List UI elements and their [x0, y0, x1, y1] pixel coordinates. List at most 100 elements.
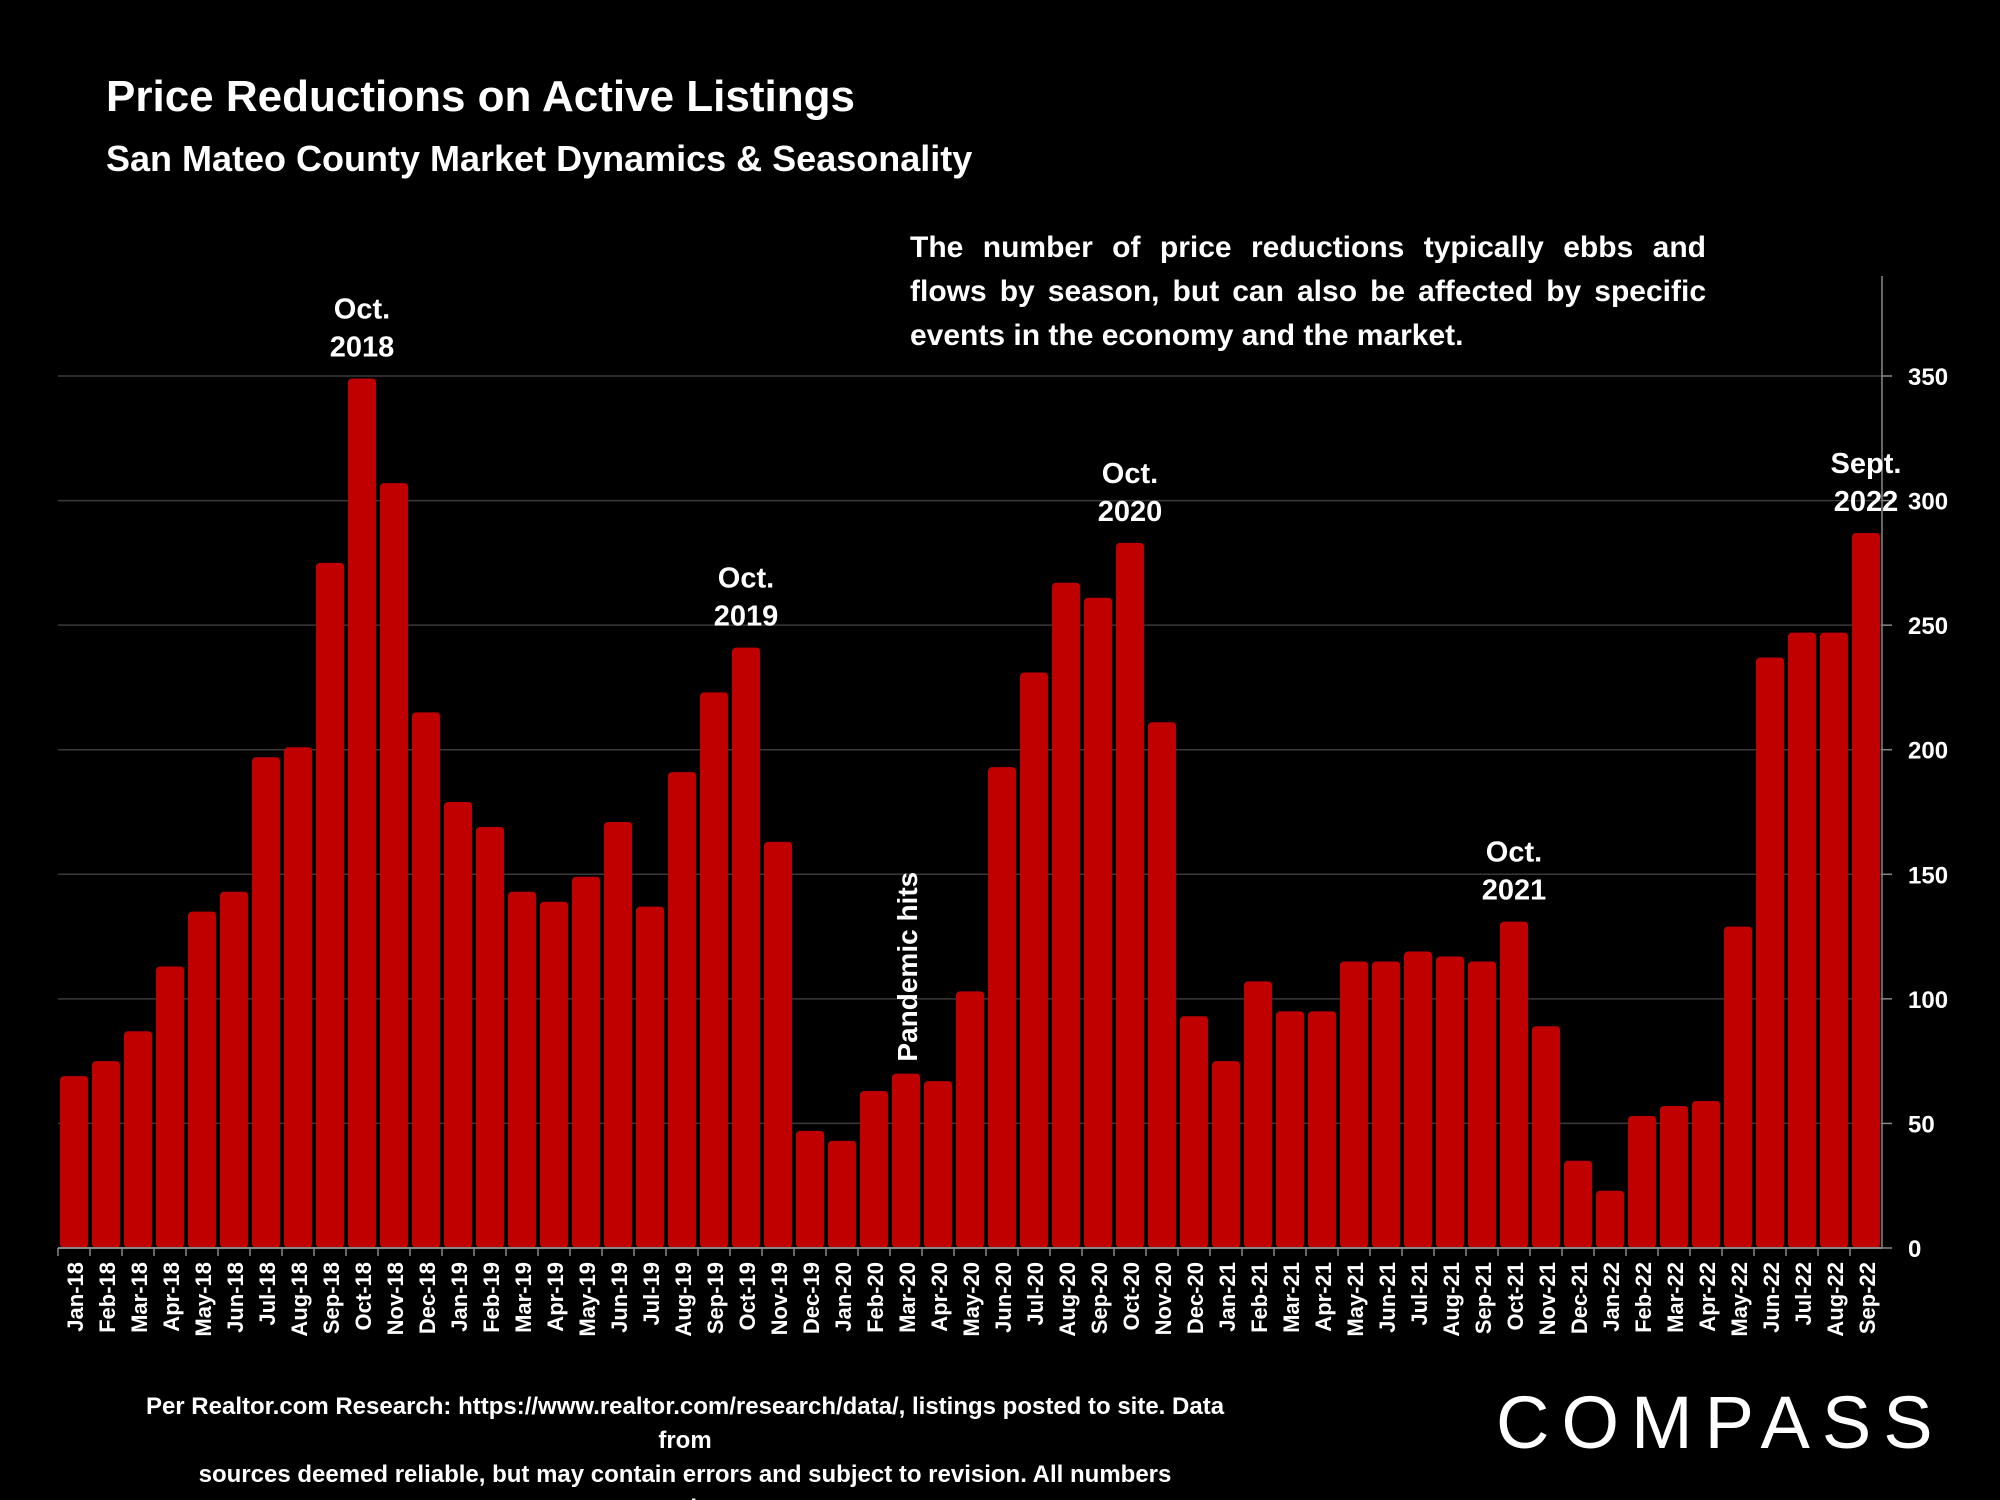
footnote-line-2: sources deemed reliable, but may contain… [198, 1461, 1172, 1500]
x-tick-label: Oct-20 [1119, 1262, 1144, 1330]
bar [1595, 1190, 1625, 1248]
bar [603, 821, 633, 1248]
x-tick-label: Apr-22 [1695, 1262, 1720, 1332]
peak-annotation: Oct. [718, 563, 774, 595]
x-tick-label: May-18 [191, 1262, 216, 1337]
bar [123, 1031, 153, 1248]
x-tick-label: Jun-20 [991, 1262, 1016, 1333]
bar [923, 1081, 953, 1248]
bar [315, 562, 345, 1248]
x-tick-label: May-19 [575, 1262, 600, 1337]
bar [731, 647, 761, 1248]
peak-annotation: Oct. [334, 293, 390, 325]
x-tick-label: Jan-22 [1599, 1262, 1624, 1332]
x-tick-label: Jul-22 [1791, 1262, 1816, 1326]
peak-annotation: Oct. [1102, 458, 1158, 490]
bar [1851, 532, 1881, 1248]
bar [1243, 981, 1273, 1248]
x-tick-label: Jan-20 [831, 1262, 856, 1332]
x-tick-label: Dec-20 [1183, 1262, 1208, 1334]
x-tick-label: Mar-18 [127, 1262, 152, 1333]
bar [1723, 926, 1753, 1248]
y-tick-label: 250 [1908, 613, 1948, 640]
bar [251, 757, 281, 1248]
y-tick-label: 50 [1908, 1111, 1935, 1138]
x-tick-label: Sep-22 [1855, 1262, 1880, 1334]
x-tick-label: Nov-21 [1535, 1262, 1560, 1335]
bar [1435, 956, 1465, 1248]
chart-title: Price Reductions on Active Listings [106, 72, 855, 121]
x-tick-label: Jan-18 [63, 1262, 88, 1332]
x-tick-label: Sep-18 [319, 1262, 344, 1334]
bar [539, 901, 569, 1248]
x-tick-label: Jul-19 [639, 1262, 664, 1326]
x-tick-label: Dec-21 [1567, 1262, 1592, 1334]
bar [1339, 961, 1369, 1248]
bar [379, 483, 409, 1248]
x-tick-label: Feb-21 [1247, 1262, 1272, 1333]
bar [1563, 1160, 1593, 1248]
bar [219, 891, 249, 1248]
bar [1083, 597, 1113, 1248]
x-tick-label: Aug-20 [1055, 1262, 1080, 1337]
bar [347, 378, 377, 1248]
bar [187, 911, 217, 1248]
x-tick-label: Aug-22 [1823, 1262, 1848, 1337]
x-tick-label: Apr-21 [1311, 1262, 1336, 1332]
bar [635, 906, 665, 1248]
x-tick-label: Oct-19 [735, 1262, 760, 1330]
y-tick-label: 100 [1908, 987, 1948, 1014]
chart-subtitle: San Mateo County Market Dynamics & Seaso… [106, 138, 973, 179]
x-tick-label: Jun-21 [1375, 1262, 1400, 1333]
bar [1659, 1105, 1689, 1248]
bar [1691, 1101, 1721, 1248]
bar [443, 802, 473, 1248]
bar [475, 826, 505, 1248]
x-tick-label: Sep-19 [703, 1262, 728, 1334]
y-tick-label: 0 [1908, 1236, 1921, 1263]
x-tick-label: Dec-19 [799, 1262, 824, 1334]
x-tick-label: Feb-18 [95, 1262, 120, 1333]
x-tick-label: Jan-21 [1215, 1262, 1240, 1332]
bar [1019, 672, 1049, 1248]
bar [283, 747, 313, 1248]
x-tick-label: Jun-18 [223, 1262, 248, 1333]
x-tick-label: Mar-19 [511, 1262, 536, 1333]
bar [571, 876, 601, 1248]
bar [1787, 632, 1817, 1248]
peak-annotation: Oct. [1486, 837, 1542, 869]
bar [1307, 1011, 1337, 1248]
peak-annotation: 2022 [1834, 486, 1899, 518]
bar [859, 1091, 889, 1248]
x-tick-label: Aug-19 [671, 1262, 696, 1337]
y-tick-label: 150 [1908, 862, 1948, 889]
bar [699, 692, 729, 1248]
bar [1211, 1061, 1241, 1248]
x-tick-label: Jul-18 [255, 1262, 280, 1326]
x-tick-label: Mar-21 [1279, 1262, 1304, 1333]
x-tick-label: Nov-20 [1151, 1262, 1176, 1335]
y-tick-label: 300 [1908, 489, 1948, 516]
x-tick-label: Nov-19 [767, 1262, 792, 1335]
compass-logo: COMPASS [1496, 1381, 1945, 1464]
x-tick-label: Oct-18 [351, 1262, 376, 1330]
x-tick-label: Nov-18 [383, 1262, 408, 1335]
bar [411, 712, 441, 1248]
x-tick-label: Jun-22 [1759, 1262, 1784, 1333]
bar [1627, 1115, 1657, 1248]
bar [1403, 951, 1433, 1248]
bar [1275, 1011, 1305, 1248]
bar [1115, 542, 1145, 1248]
pandemic-annotation: Pandemic hits [892, 872, 923, 1062]
bar [891, 1073, 921, 1248]
x-tick-label: Mar-22 [1663, 1262, 1688, 1333]
peak-annotation: 2019 [714, 601, 779, 633]
x-tick-label: Oct-21 [1503, 1262, 1528, 1330]
y-tick-label: 200 [1908, 738, 1948, 765]
chart-description: The number of price reductions typically… [910, 231, 1706, 352]
x-tick-label: Feb-22 [1631, 1262, 1656, 1333]
x-tick-label: Mar-20 [895, 1262, 920, 1333]
x-tick-label: May-21 [1343, 1262, 1368, 1337]
bar [795, 1130, 825, 1248]
bar-chart: 0 50 100 150 200 250 300 350 Jan-18 Feb-18 Mar-18 A… [57, 276, 1948, 1337]
